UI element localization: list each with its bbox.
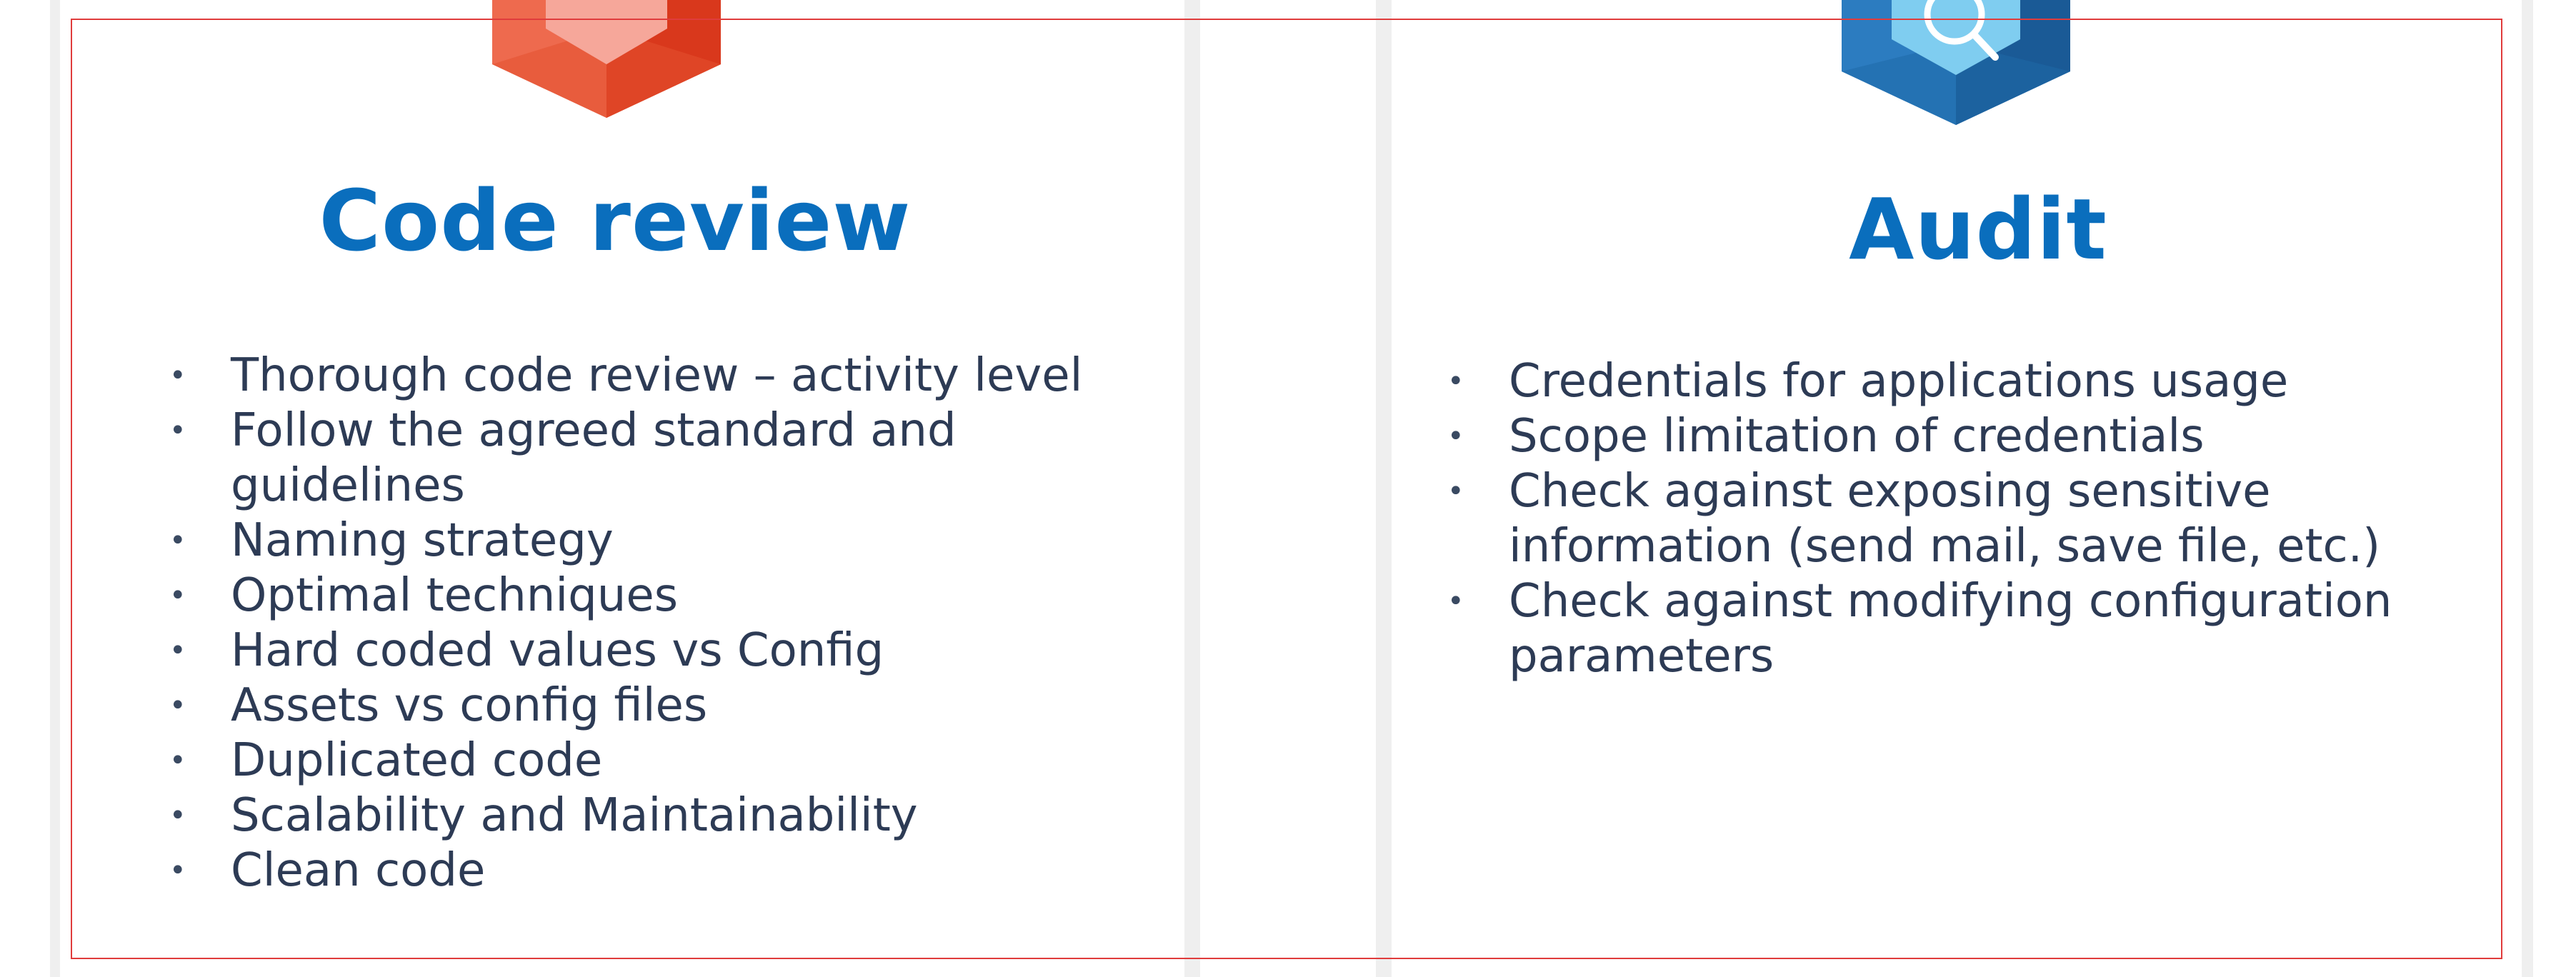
page-background-left — [0, 0, 50, 977]
page-gutter-middle-b — [1376, 0, 1392, 977]
page-background-right — [2533, 0, 2576, 977]
list-item: Duplicated code — [169, 733, 1141, 788]
page-gutter-middle-a — [1184, 0, 1200, 977]
list-item: Scalability and Maintainability — [169, 788, 1141, 843]
code-review-panel: Code review Thorough code review – activ… — [60, 0, 1184, 977]
audit-panel: Audit Credentials for applications usage… — [1392, 0, 2522, 977]
code-hexagon-icon — [492, 0, 721, 118]
selection-frame — [71, 19, 2502, 959]
page-gutter-right — [2522, 0, 2533, 977]
list-item: Hard coded values vs Config — [169, 623, 1141, 678]
page-gutter-left — [50, 0, 60, 977]
list-item: Scope limitation of credentials — [1447, 409, 2490, 464]
audit-title: Audit — [1849, 180, 2107, 279]
list-item: Credentials for applications usage — [1447, 354, 2490, 409]
code-review-title: Code review — [319, 171, 912, 270]
list-item: Clean code — [169, 843, 1141, 898]
list-item: Optimal techniques — [169, 568, 1141, 623]
code-review-list: Thorough code review – activity level Fo… — [169, 349, 1141, 898]
list-item: Naming strategy — [169, 513, 1141, 568]
list-item: Assets vs config files — [169, 678, 1141, 733]
list-item: Check against modifying configuration pa… — [1447, 574, 2490, 684]
list-item: Thorough code review – activity level — [169, 349, 1141, 404]
list-item: Check against exposing sensitive informa… — [1447, 464, 2490, 574]
list-item: Follow the agreed standard and guideline… — [169, 404, 1141, 513]
audit-list: Credentials for applications usage Scope… — [1447, 354, 2490, 684]
